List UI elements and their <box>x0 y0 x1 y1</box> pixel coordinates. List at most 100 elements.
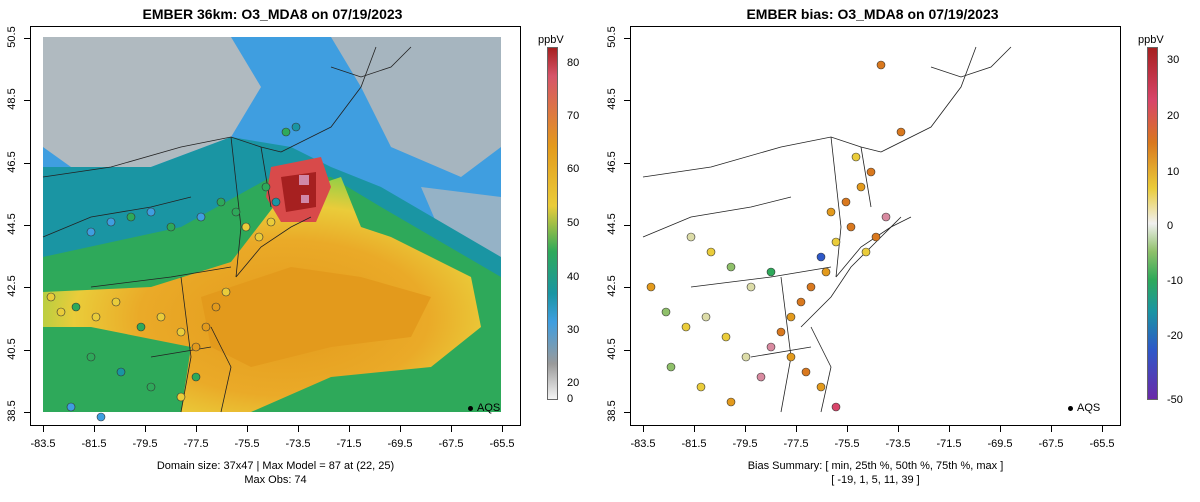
y-tick-label: 48.5 <box>6 88 18 111</box>
map-title: EMBER bias: O3_MDA8 on 07/19/2023 <box>746 6 999 22</box>
colorbar-tick-0: 0 <box>567 393 574 405</box>
x-tick-mark <box>247 426 248 432</box>
legend-label: AQS <box>477 402 501 414</box>
x-tick-label: -77.5 <box>183 438 209 450</box>
colorbar-tick-0: 0 <box>1167 220 1174 232</box>
x-tick-mark <box>1000 426 1001 432</box>
x-tick-mark <box>1102 426 1103 432</box>
colorbar-tick-70: 70 <box>567 110 580 122</box>
y-tick-label: 44.5 <box>606 213 618 235</box>
y-tick-mark <box>624 162 630 164</box>
x-tick-mark <box>847 426 848 432</box>
y-tick-mark <box>24 412 30 413</box>
x-tick-label: -65.5 <box>489 438 515 450</box>
x-tick-label: -71.5 <box>336 438 362 450</box>
colorbar-tick-30: 30 <box>1167 54 1180 66</box>
legend-dot-icon <box>1068 405 1073 411</box>
x-tick-label: -77.5 <box>783 438 809 450</box>
y-tick-mark <box>624 287 630 289</box>
colorbar-tick-neg50: -50 <box>1167 394 1183 406</box>
y-tick-label: 40.5 <box>606 337 618 360</box>
y-tick-mark <box>624 349 630 351</box>
x-tick-label: -83.5 <box>630 438 656 450</box>
y-tick-mark <box>624 412 630 413</box>
x-tick-label: -67.5 <box>1038 438 1064 450</box>
y-tick-label: 46.5 <box>606 150 618 173</box>
map-caption-line2: Max Obs: 74 <box>244 474 307 486</box>
colorbar-tick-80: 80 <box>567 57 580 69</box>
x-tick-label: -83.5 <box>30 438 56 450</box>
x-tick-mark <box>349 426 350 432</box>
y-tick-mark <box>24 100 30 102</box>
x-tick-label: -71.5 <box>936 438 962 450</box>
x-tick-mark <box>796 426 797 432</box>
map-caption-line2: [ -19, 1, 5, 11, 39 ] <box>831 474 920 486</box>
x-tick-mark <box>502 426 503 432</box>
y-tick-label: 44.5 <box>6 213 18 235</box>
y-tick-mark <box>624 38 630 39</box>
x-tick-mark <box>196 426 197 432</box>
legend-aqs: AQS <box>468 402 500 414</box>
y-tick-label: 42.5 <box>6 275 18 298</box>
colorbar-tick-neg10: -10 <box>1167 275 1183 287</box>
colorbar-tick-10: 10 <box>1167 166 1180 178</box>
ozone-map[interactable] <box>30 26 521 426</box>
y-tick-label: 42.5 <box>606 275 618 298</box>
y-tick-label: 46.5 <box>6 150 18 173</box>
x-tick-label: -73.5 <box>285 438 311 450</box>
x-tick-label: -69.5 <box>987 438 1013 450</box>
x-tick-label: -81.5 <box>81 438 107 450</box>
x-tick-mark <box>694 426 695 432</box>
legend-label: AQS <box>1077 402 1101 414</box>
x-tick-label: -75.5 <box>834 438 860 450</box>
bias-map[interactable] <box>630 26 1121 426</box>
colorbar-tick-30: 30 <box>567 324 580 336</box>
x-tick-mark <box>643 426 644 432</box>
ozone-field <box>31 27 520 425</box>
colorbar-tick-60: 60 <box>567 163 580 175</box>
x-tick-label: -69.5 <box>387 438 413 450</box>
bias-colorbar <box>1147 47 1158 400</box>
ozone-map-panel: EMBER 36km: O3_MDA8 on 07/19/2023 <box>6 6 580 486</box>
ozone-colorbar <box>547 47 558 400</box>
y-tick-mark <box>624 225 630 226</box>
colorbar-tick-40: 40 <box>567 271 580 283</box>
colorbar-unit: ppbV <box>1138 34 1164 46</box>
colorbar-tick-50: 50 <box>567 217 580 229</box>
x-tick-mark <box>451 426 452 432</box>
x-tick-label: -67.5 <box>438 438 464 450</box>
y-tick-mark <box>24 225 30 226</box>
y-tick-label: 38.5 <box>606 400 618 422</box>
y-tick-label: 38.5 <box>6 400 18 422</box>
map-caption-line1: Domain size: 37x47 | Max Model = 87 at (… <box>156 460 395 472</box>
x-tick-label: -79.5 <box>732 438 758 450</box>
x-tick-mark <box>94 426 95 432</box>
y-tick-mark <box>24 287 30 289</box>
x-tick-mark <box>949 426 950 432</box>
colorbar-tick-neg20: -20 <box>1167 330 1183 342</box>
y-tick-mark <box>24 38 30 39</box>
x-tick-mark <box>745 426 746 432</box>
colorbar-unit: ppbV <box>538 34 564 46</box>
colorbar-tick-20: 20 <box>567 377 580 389</box>
x-tick-label: -65.5 <box>1089 438 1115 450</box>
x-tick-mark <box>298 426 299 432</box>
bias-map-panel: EMBER bias: O3_MDA8 on 07/19/2023 <box>600 0 1200 502</box>
bias-field <box>631 27 1120 425</box>
x-tick-mark <box>145 426 146 432</box>
x-tick-mark <box>898 426 899 432</box>
y-tick-label: 48.5 <box>606 88 618 111</box>
x-tick-label: -79.5 <box>132 438 158 450</box>
x-tick-mark <box>43 426 44 432</box>
colorbar-tick-20: 20 <box>1167 110 1180 122</box>
legend-aqs: AQS <box>1068 402 1100 414</box>
x-tick-mark <box>400 426 401 432</box>
y-tick-mark <box>24 349 30 351</box>
map-title: EMBER 36km: O3_MDA8 on 07/19/2023 <box>142 6 403 22</box>
y-tick-mark <box>24 162 30 164</box>
y-tick-label: 50.5 <box>606 26 618 48</box>
x-tick-label: -73.5 <box>885 438 911 450</box>
y-tick-label: 50.5 <box>6 26 18 48</box>
y-tick-label: 40.5 <box>6 337 18 360</box>
x-tick-mark <box>1051 426 1052 432</box>
